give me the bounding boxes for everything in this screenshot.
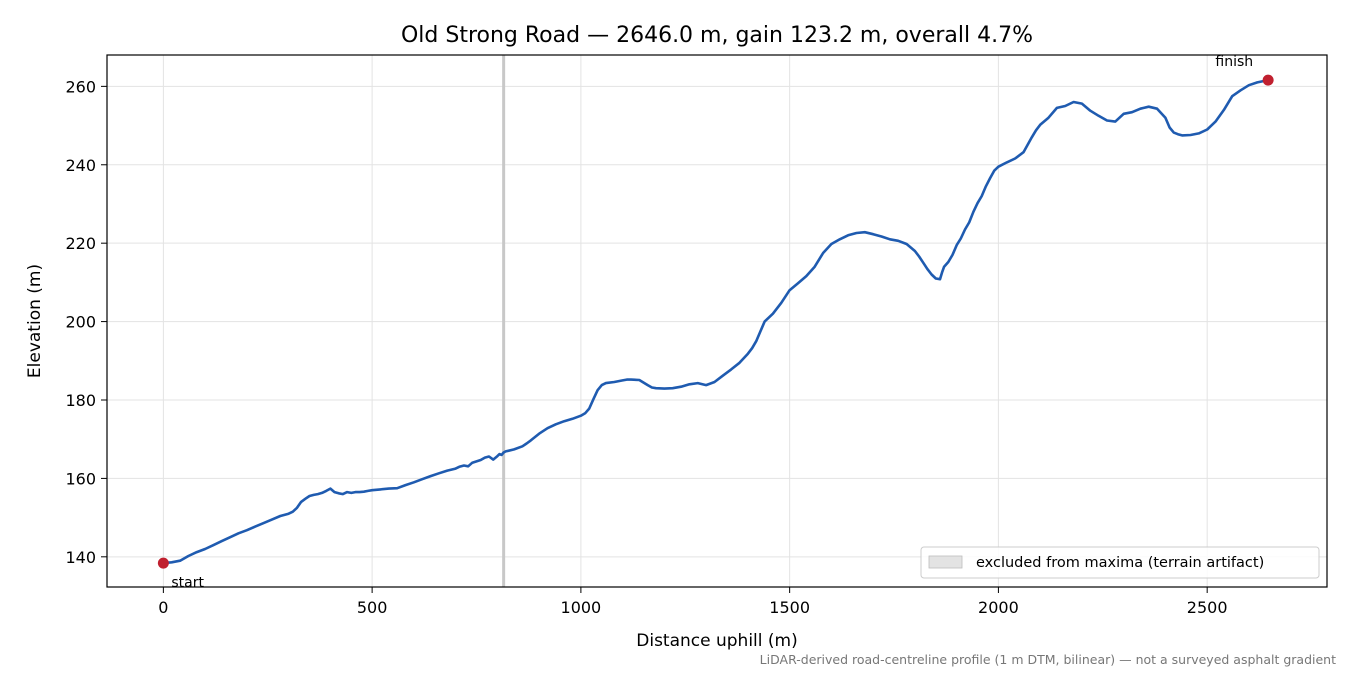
- y-tick-label: 140: [65, 548, 96, 567]
- y-axis-label: Elevation (m): [25, 264, 45, 378]
- x-tick-label: 1500: [769, 598, 810, 617]
- legend-box: [920, 546, 1320, 579]
- y-axis-ticks: 140 160 180 200 220 240 260: [65, 77, 107, 567]
- y-tick-label: 160: [65, 469, 96, 488]
- finish-label: finish: [1215, 54, 1253, 70]
- y-tick-label: 260: [65, 77, 96, 96]
- x-axis-label: Distance uphill (m): [636, 631, 797, 651]
- x-tick-label: 1000: [561, 598, 602, 617]
- plot-area: start finish: [157, 54, 1274, 591]
- x-tick-label: 2500: [1187, 598, 1228, 617]
- legend-entry: excluded from maxima (terrain artifact): [976, 555, 1264, 571]
- y-tick-label: 240: [65, 156, 96, 175]
- y-tick-label: 200: [65, 313, 96, 332]
- y-tick-label: 220: [65, 234, 96, 253]
- x-axis-ticks: 0 500 1000 1500 2000 2500: [158, 587, 1228, 617]
- start-marker: [157, 557, 169, 569]
- legend-swatch: [928, 555, 963, 569]
- grid-lines: [107, 55, 1327, 587]
- start-label: start: [171, 575, 204, 591]
- x-tick-label: 0: [158, 598, 168, 617]
- axes-frame: [106, 54, 1328, 588]
- x-tick-label: 2000: [978, 598, 1019, 617]
- y-tick-label: 180: [65, 391, 96, 410]
- footnote: LiDAR-derived road-centreline profile (1…: [760, 652, 1336, 667]
- x-tick-label: 500: [357, 598, 388, 617]
- legend: excluded from maxima (terrain artifact): [920, 546, 1320, 579]
- chart-title: Old Strong Road — 2646.0 m, gain 123.2 m…: [401, 23, 1033, 48]
- finish-marker: [1262, 74, 1274, 86]
- elevation-line: [163, 78, 1269, 565]
